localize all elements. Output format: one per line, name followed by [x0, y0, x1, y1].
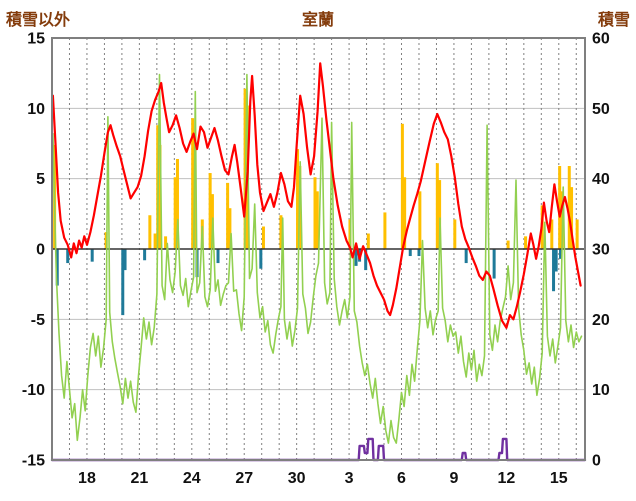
left-axis-tick: 5 — [36, 171, 45, 188]
left-axis-tick: -10 — [22, 382, 45, 399]
left-axis-tick: 10 — [27, 101, 45, 118]
x-axis-tick: 3 — [345, 470, 354, 487]
x-axis-tick: 21 — [130, 470, 148, 487]
x-axis-tick: 12 — [497, 470, 515, 487]
green-line-series — [52, 73, 583, 444]
x-axis-tick: 6 — [397, 470, 406, 487]
x-axis-tick: 27 — [235, 470, 253, 487]
left-axis-tick: 15 — [27, 31, 45, 48]
right-axis-title: 積雪 — [597, 12, 630, 29]
right-axis-tick: 10 — [592, 382, 610, 399]
x-axis-tick: 24 — [183, 470, 201, 487]
x-axis-tick: 30 — [288, 470, 306, 487]
x-axis-tick: 15 — [550, 470, 568, 487]
left-axis-tick: -15 — [22, 453, 45, 470]
right-axis-tick: 40 — [592, 171, 610, 188]
plot-frame — [51, 37, 586, 461]
x-axis-tick: 18 — [78, 470, 96, 487]
right-axis-tick: 60 — [592, 31, 610, 48]
right-axis-tick: 50 — [592, 101, 610, 118]
orange-bars-series — [53, 88, 579, 250]
red-line-series — [51, 62, 582, 329]
right-axis-tick: 30 — [592, 242, 610, 259]
snow-depth-line-series — [50, 437, 587, 462]
left-axis-tick: 0 — [36, 242, 45, 259]
right-axis-tick: 0 — [592, 453, 601, 470]
left-axis-tick: -5 — [31, 312, 45, 329]
right-axis-tick: 20 — [592, 312, 610, 329]
left-axis-title: 積雪以外 — [6, 12, 71, 29]
chart-title: 室蘭 — [301, 12, 334, 29]
x-axis-tick: 9 — [449, 470, 458, 487]
